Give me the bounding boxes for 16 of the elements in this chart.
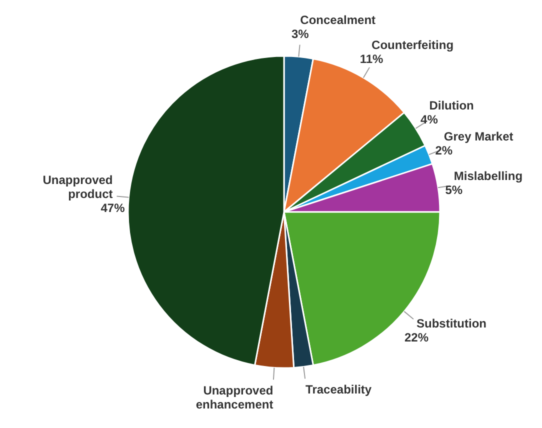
data-label: 5% [445,182,463,197]
slice-label: Mislabelling [454,168,523,183]
slice-label: Traceability [306,382,372,397]
slice-label: Unapproved product [42,172,113,201]
slice-label: Grey Market [444,130,514,144]
data-label: 22% [404,330,429,345]
slice-label: Unapproved enhancement [196,384,274,412]
slice-label: Counterfeiting [372,38,454,52]
slice-label: Concealment [300,12,376,27]
slice-label: Dilution [429,98,474,112]
data-label: 4% [420,112,438,126]
data-label: 47% [100,200,126,215]
data-label: 11% [360,52,384,66]
slice-label: Substitution [416,316,487,331]
data-label: 3% [292,26,310,41]
data-label: 2% [435,144,453,158]
